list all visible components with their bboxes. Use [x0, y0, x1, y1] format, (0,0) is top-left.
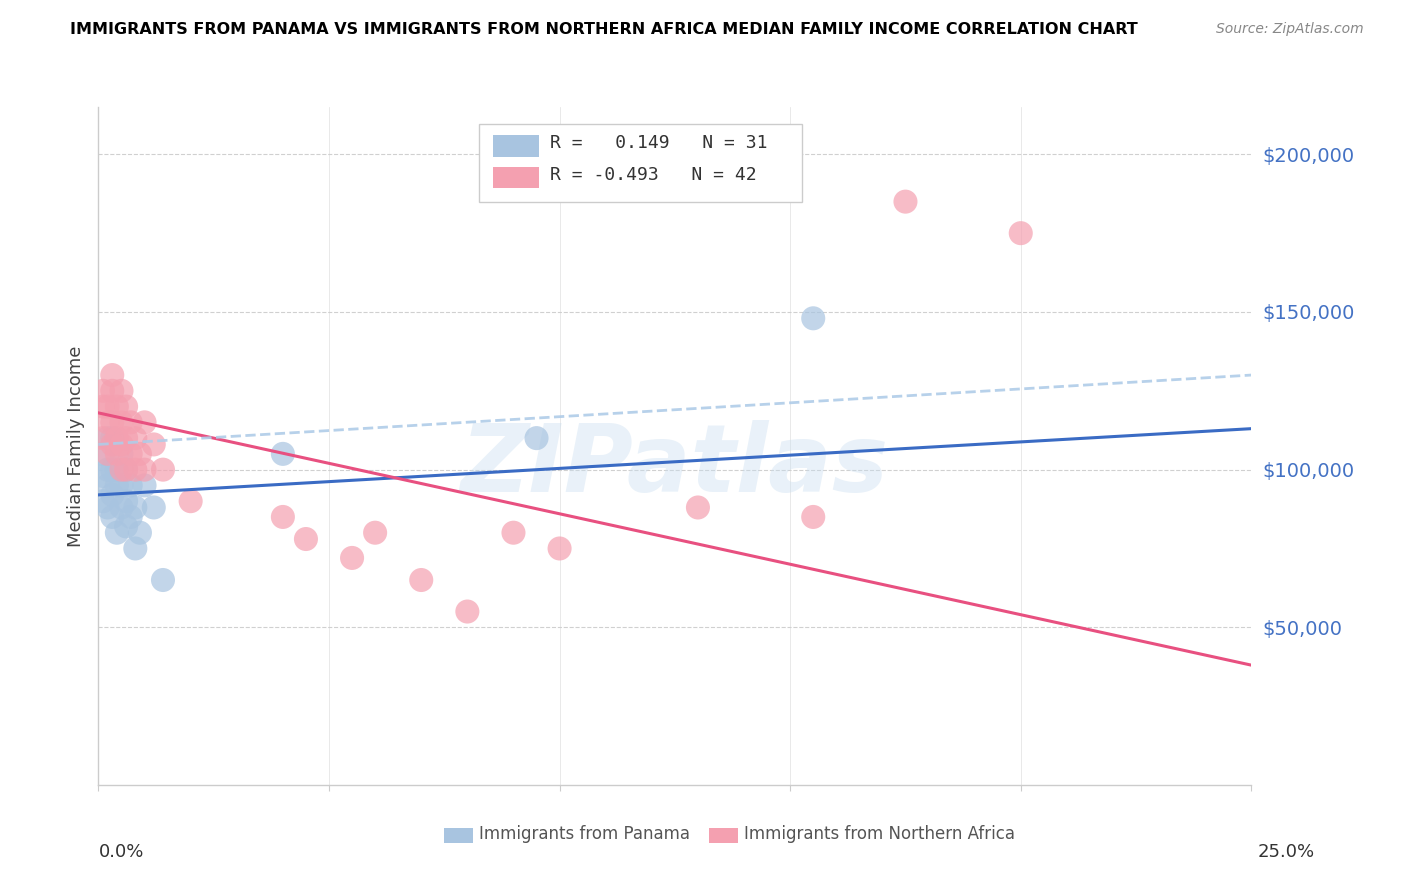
Point: [180, 494, 202, 508]
Point: [124, 500, 146, 515]
Point: [134, 463, 156, 477]
Point: [91, 431, 114, 445]
Point: [105, 431, 128, 445]
Point: [152, 463, 174, 477]
Point: [142, 437, 165, 451]
Point: [97, 431, 120, 445]
Text: ZIPatlas: ZIPatlas: [461, 420, 889, 512]
Point: [97, 447, 120, 461]
Point: [110, 437, 132, 451]
Point: [894, 194, 917, 209]
Point: [1010, 226, 1032, 240]
Point: [134, 478, 156, 492]
Point: [101, 384, 124, 398]
Text: 0.0%: 0.0%: [98, 843, 143, 861]
Bar: [444, 828, 474, 843]
Point: [97, 500, 120, 515]
Point: [101, 437, 124, 451]
Point: [91, 384, 114, 398]
Point: [411, 573, 433, 587]
Point: [101, 415, 124, 429]
Point: [456, 605, 478, 619]
Point: [129, 525, 152, 540]
Point: [115, 400, 138, 414]
Point: [115, 494, 138, 508]
Point: [101, 463, 124, 477]
Text: Immigrants from Panama: Immigrants from Panama: [479, 825, 690, 844]
Text: R =   0.149   N = 31: R = 0.149 N = 31: [550, 134, 768, 152]
Point: [110, 415, 132, 429]
Point: [124, 431, 146, 445]
Point: [91, 469, 114, 483]
Point: [502, 525, 524, 540]
Point: [129, 447, 152, 461]
Point: [152, 573, 174, 587]
Point: [101, 488, 124, 502]
Y-axis label: Median Family Income: Median Family Income: [66, 345, 84, 547]
Point: [105, 478, 128, 492]
Point: [110, 463, 132, 477]
Bar: [492, 167, 538, 188]
Point: [91, 447, 114, 461]
Point: [97, 478, 120, 492]
Point: [110, 447, 132, 461]
Point: [105, 525, 128, 540]
Point: [801, 510, 824, 524]
Point: [548, 541, 571, 556]
Point: [115, 431, 138, 445]
Bar: [710, 828, 738, 843]
Point: [101, 368, 124, 382]
Point: [91, 400, 114, 414]
Point: [124, 463, 146, 477]
Point: [105, 447, 128, 461]
Point: [110, 500, 132, 515]
Text: Immigrants from Northern Africa: Immigrants from Northern Africa: [744, 825, 1015, 844]
Point: [105, 400, 128, 414]
Point: [120, 447, 142, 461]
Point: [271, 447, 294, 461]
Point: [91, 494, 114, 508]
Text: Source: ZipAtlas.com: Source: ZipAtlas.com: [1216, 22, 1364, 37]
Point: [115, 463, 138, 477]
Point: [101, 431, 124, 445]
Point: [526, 431, 548, 445]
Point: [295, 532, 318, 546]
Point: [101, 510, 124, 524]
Point: [340, 550, 363, 565]
Point: [105, 463, 128, 477]
Text: 25.0%: 25.0%: [1257, 843, 1315, 861]
FancyBboxPatch shape: [479, 124, 801, 202]
Point: [801, 311, 824, 326]
Bar: [492, 135, 538, 156]
Point: [271, 510, 294, 524]
Point: [686, 500, 709, 515]
Text: IMMIGRANTS FROM PANAMA VS IMMIGRANTS FROM NORTHERN AFRICA MEDIAN FAMILY INCOME C: IMMIGRANTS FROM PANAMA VS IMMIGRANTS FRO…: [70, 22, 1137, 37]
Point: [97, 400, 120, 414]
Point: [120, 510, 142, 524]
Point: [124, 541, 146, 556]
Text: R = -0.493   N = 42: R = -0.493 N = 42: [550, 166, 756, 184]
Point: [110, 478, 132, 492]
Point: [97, 463, 120, 477]
Point: [115, 463, 138, 477]
Point: [110, 384, 132, 398]
Point: [134, 415, 156, 429]
Point: [115, 519, 138, 533]
Point: [142, 500, 165, 515]
Point: [120, 478, 142, 492]
Point: [120, 415, 142, 429]
Point: [97, 415, 120, 429]
Point: [364, 525, 387, 540]
